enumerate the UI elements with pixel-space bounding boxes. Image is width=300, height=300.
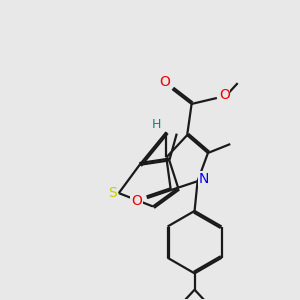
Text: O: O [131,194,142,208]
Text: O: O [159,75,170,88]
Text: O: O [219,88,230,102]
Text: N: N [198,172,209,186]
Text: H: H [151,118,160,131]
Text: S: S [108,186,117,200]
